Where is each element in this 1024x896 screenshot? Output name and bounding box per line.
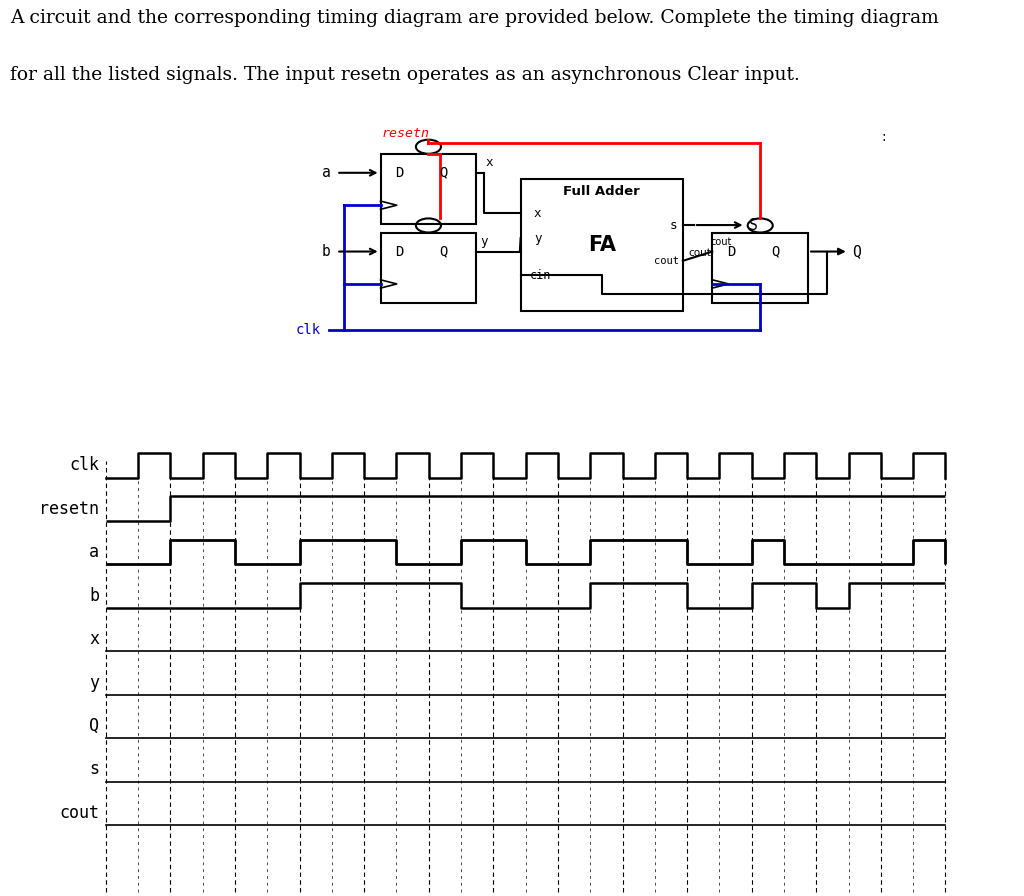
Text: Q: Q — [852, 244, 861, 259]
Text: x: x — [89, 630, 99, 648]
Text: b: b — [322, 244, 331, 259]
Text: D: D — [395, 166, 403, 180]
Text: FA: FA — [588, 235, 615, 255]
Text: S: S — [750, 218, 758, 233]
Bar — [520, 178, 683, 311]
Text: y: y — [480, 236, 487, 248]
Text: y: y — [534, 232, 542, 245]
Text: a: a — [322, 165, 331, 180]
Text: Q: Q — [439, 166, 447, 180]
Text: Q: Q — [771, 245, 779, 259]
Text: y: y — [89, 674, 99, 692]
Text: resetn: resetn — [39, 500, 99, 518]
Text: :: : — [882, 130, 887, 144]
Text: a: a — [89, 543, 99, 561]
Text: cout: cout — [654, 256, 679, 266]
Text: cout: cout — [59, 804, 99, 822]
Text: Q: Q — [89, 717, 99, 735]
Text: for all the listed signals. The input resetn operates as an asynchronous Clear i: for all the listed signals. The input re… — [10, 65, 800, 83]
Bar — [713, 232, 808, 303]
Text: Full Adder: Full Adder — [563, 185, 640, 198]
Text: D: D — [727, 245, 735, 259]
Text: A circuit and the corresponding timing diagram are provided below. Complete the : A circuit and the corresponding timing d… — [10, 9, 939, 27]
Text: x: x — [485, 156, 493, 168]
Bar — [381, 154, 476, 224]
Text: s: s — [670, 219, 677, 231]
Text: D: D — [395, 245, 403, 259]
Text: b: b — [89, 587, 99, 605]
Text: resetn: resetn — [382, 127, 430, 140]
Text: s: s — [89, 761, 99, 779]
Text: cout: cout — [689, 247, 712, 257]
Text: x: x — [534, 207, 542, 220]
Text: cout: cout — [711, 237, 732, 246]
Text: clk: clk — [296, 323, 321, 337]
Text: cin: cin — [529, 269, 551, 282]
Text: clk: clk — [69, 456, 99, 474]
Bar — [381, 232, 476, 303]
Text: Q: Q — [439, 245, 447, 259]
